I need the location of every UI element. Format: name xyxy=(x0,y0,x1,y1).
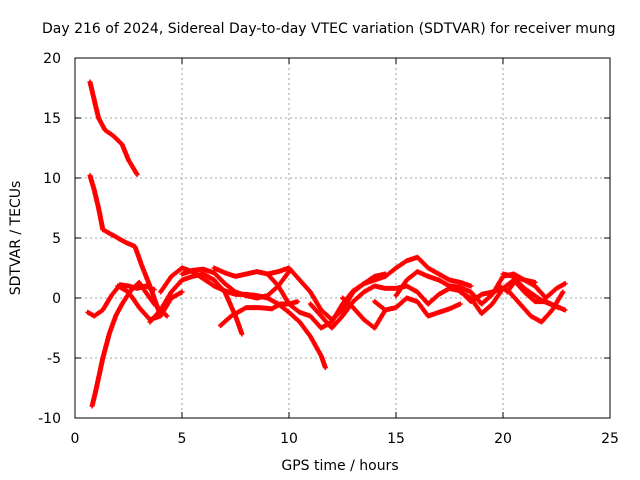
series-track-s xyxy=(500,271,568,301)
data-markers xyxy=(382,254,474,289)
y-tick-label: 5 xyxy=(52,231,61,247)
series-track-c xyxy=(89,279,170,409)
y-axis-label: SDTVAR / TECUs xyxy=(8,181,24,296)
series-track-h xyxy=(179,266,292,301)
x-tick-label: 15 xyxy=(387,431,405,447)
series-track-o xyxy=(372,295,463,319)
x-tick-label: 0 xyxy=(71,431,80,447)
grid-lines xyxy=(75,58,610,418)
data-markers xyxy=(87,79,140,177)
data-markers xyxy=(179,266,292,301)
data-markers xyxy=(89,279,170,409)
series-track-f xyxy=(147,271,245,337)
data-markers xyxy=(504,277,562,311)
x-tick-label: 20 xyxy=(494,431,512,447)
series-track-k xyxy=(265,271,388,331)
series-track-t xyxy=(504,277,562,311)
x-tick-label: 5 xyxy=(178,431,187,447)
chart-title: Day 216 of 2024, Sidereal Day-to-day VTE… xyxy=(42,21,616,37)
y-tick-label: -5 xyxy=(47,351,61,367)
y-tick-label: 20 xyxy=(43,51,61,67)
y-tick-label: -10 xyxy=(38,411,61,427)
y-tick-label: 15 xyxy=(43,111,61,127)
data-markers xyxy=(147,271,245,337)
data-markers xyxy=(87,173,164,319)
data-markers xyxy=(500,271,568,301)
series-track-m xyxy=(340,295,388,331)
series-track-a xyxy=(87,79,140,177)
y-tick-label: 10 xyxy=(43,171,61,187)
series-track-b xyxy=(87,173,164,319)
data-markers xyxy=(372,295,463,319)
axis-ticks: 0 5 10 15 20 25 -10 -5 0 5 10 15 20 xyxy=(38,51,619,447)
x-tick-label: 10 xyxy=(280,431,298,447)
x-axis-label: GPS time / hours xyxy=(281,458,398,474)
series-track-n xyxy=(382,254,474,289)
data-markers xyxy=(265,271,388,331)
data-markers xyxy=(340,295,388,331)
y-tick-label: 0 xyxy=(52,291,61,307)
x-tick-label: 25 xyxy=(601,431,619,447)
data-points xyxy=(85,79,568,409)
